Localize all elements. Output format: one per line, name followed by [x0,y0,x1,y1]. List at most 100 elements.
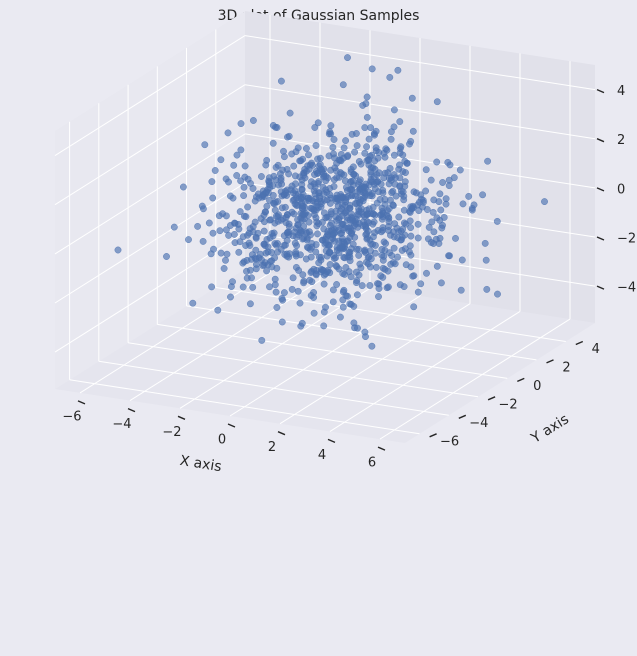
data-point [291,172,299,180]
data-point [339,303,347,311]
data-point [227,293,234,301]
data-point [401,157,409,165]
data-point [252,265,260,273]
data-point [263,267,271,275]
x-tick-label: 6 [368,456,376,471]
data-point [235,225,243,233]
data-point [280,153,288,161]
data-point [321,240,329,248]
data-point [459,200,467,208]
data-point [402,261,410,269]
data-point [414,220,422,228]
data-point [257,250,264,258]
data-point [170,223,178,231]
data-point [259,262,267,269]
data-point [410,188,418,196]
x-tick-label: 4 [318,448,326,463]
data-point [231,239,239,247]
data-point [483,285,491,293]
data-point [414,201,422,209]
data-point [271,219,279,227]
data-point [349,240,357,248]
data-point [243,267,250,275]
data-point [316,154,324,162]
data-point [410,272,418,280]
data-point [347,300,355,308]
z-tick-mark [596,236,605,241]
data-point [359,222,367,230]
data-point [251,197,259,205]
data-point [436,190,444,198]
data-point [249,117,257,124]
data-point [298,181,306,189]
data-point [163,253,170,260]
data-point [378,215,386,223]
data-point [258,336,266,344]
y-tick-label: 4 [592,342,600,357]
data-point [402,220,410,228]
data-point [249,185,257,192]
data-point [303,243,311,251]
x-tick-mark [327,438,336,444]
data-point [458,256,466,264]
data-point [379,189,387,197]
data-point [281,203,289,211]
grid-line-z-back [244,84,596,140]
data-point [346,178,354,186]
data-point [344,54,351,62]
data-point [387,260,395,268]
data-point [437,206,445,214]
data-point [335,216,343,223]
data-point [481,239,489,247]
data-point [217,249,225,257]
data-point [439,179,447,186]
data-point [301,210,309,218]
data-point [390,106,398,114]
data-point [419,196,427,204]
data-point [301,165,309,173]
data-point [336,313,344,321]
data-point [280,242,288,249]
data-point [297,322,305,330]
data-point [265,181,273,189]
data-point [335,237,343,245]
data-point [363,211,371,219]
data-point [320,322,328,330]
data-point [541,198,548,206]
grid-line-x-floor [329,310,521,432]
z-tick-label: 0 [617,182,625,197]
data-point [270,199,277,207]
data-point [344,214,352,222]
data-point [410,303,418,311]
data-point [311,124,319,131]
data-point [245,229,253,237]
data-point [444,158,452,166]
data-point [390,151,398,159]
y-tick-label: 0 [533,379,541,394]
data-point [387,231,394,239]
data-point [394,66,402,74]
data-point [266,216,274,224]
data-point [405,248,413,256]
z-tick-mark [596,285,605,290]
data-point [320,280,328,288]
data-point [428,218,436,226]
data-point [361,124,369,132]
data-point [338,243,346,251]
grid-line-z-side [54,182,246,304]
data-point [257,173,265,180]
data-point [417,280,425,288]
data-point [214,306,222,314]
grid-line-y-floor [186,305,537,361]
data-point [300,279,308,287]
data-point [359,197,367,205]
data-point [293,233,301,241]
data-point [387,135,395,143]
data-point [331,164,339,172]
data-point [362,190,370,198]
data-point [262,161,270,169]
data-point [268,257,276,265]
data-point [456,166,464,174]
data-point [290,210,298,218]
